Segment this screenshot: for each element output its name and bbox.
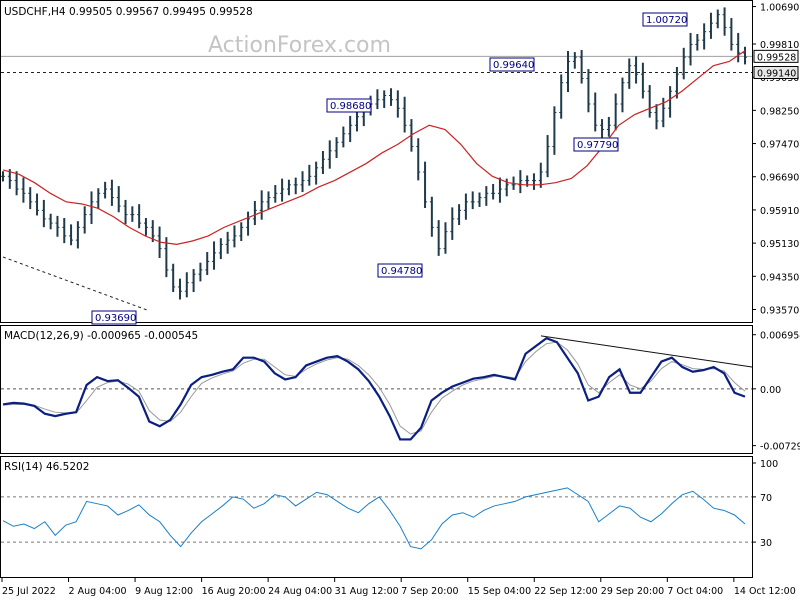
x-tick-label: 14 Oct 12:00	[734, 586, 796, 597]
price-tick-label: 1.00690	[760, 3, 799, 14]
macd-tick-label: 0.00	[760, 385, 781, 396]
x-tick-label: 7 Sep 20:00	[401, 586, 458, 597]
price-tick-label: 0.96690	[760, 173, 799, 184]
watermark: ActionForex.com	[208, 33, 391, 58]
x-tick-label: 7 Oct 04:00	[667, 586, 723, 597]
rsi-panel: RSI(14) 46.5202 100 70 30	[1, 457, 779, 578]
price-tick-label: 0.95910	[760, 206, 799, 217]
rsi-tick-label: 30	[760, 538, 772, 549]
macd-panel-frame	[1, 326, 753, 454]
price-tick-label: 0.93570	[760, 305, 799, 316]
price-level-label: 0.99528	[757, 52, 796, 63]
annotation-label: 1.00720	[646, 15, 687, 26]
annotation-label: 0.97790	[577, 140, 618, 151]
rsi-tick-label: 70	[760, 493, 772, 504]
price-level-label: 0.99140	[757, 69, 796, 80]
x-tick-label: 22 Sep 12:00	[534, 586, 597, 597]
macd-tick-label: 0.006954	[760, 331, 800, 342]
annotation-label: 0.99640	[493, 60, 534, 71]
macd-title: MACD(12,26,9) -0.000965 -0.000545	[4, 330, 198, 342]
macd-tick-label: -0.007294	[760, 442, 800, 453]
annotation-label: 0.93690	[95, 313, 136, 324]
x-tick-label: 16 Aug 20:00	[202, 586, 266, 597]
macd-panel: MACD(12,26,9) -0.000965 -0.000545 0.0069…	[1, 326, 800, 454]
symbol-header: USDCHF,H4 0.99505 0.99567 0.99495 0.9952…	[4, 6, 253, 18]
price-axis: 1.006900.998100.990300.982500.974700.966…	[752, 3, 799, 317]
price-tick-label: 0.94350	[760, 272, 799, 283]
annotation-label: 0.98680	[330, 101, 371, 112]
annotation-label: 0.94780	[381, 266, 422, 277]
x-tick-label: 2 Aug 04:00	[69, 586, 127, 597]
x-tick-label: 24 Aug 04:00	[268, 586, 332, 597]
x-axis: 25 Jul 2022 2 Aug 04:00 9 Aug 12:00 16 Aug …	[2, 578, 796, 597]
rsi-tick-label: 100	[760, 459, 778, 470]
x-tick-label: 9 Aug 12:00	[135, 586, 193, 597]
rsi-title: RSI(14) 46.5202	[4, 461, 89, 473]
x-tick-label: 25 Jul 2022	[2, 586, 56, 597]
price-tick-label: 0.97470	[760, 140, 799, 151]
price-tick-label: 0.99810	[760, 40, 799, 51]
x-tick-label: 15 Sep 04:00	[468, 586, 531, 597]
x-tick-label: 29 Sep 20:00	[601, 586, 664, 597]
price-tick-label: 0.98250	[760, 106, 799, 117]
price-panel: ActionForex.com USDCHF,H4 0.99505 0.9956…	[1, 1, 800, 325]
x-tick-label: 31 Aug 12:00	[335, 586, 399, 597]
price-tick-label: 0.95130	[760, 239, 799, 250]
